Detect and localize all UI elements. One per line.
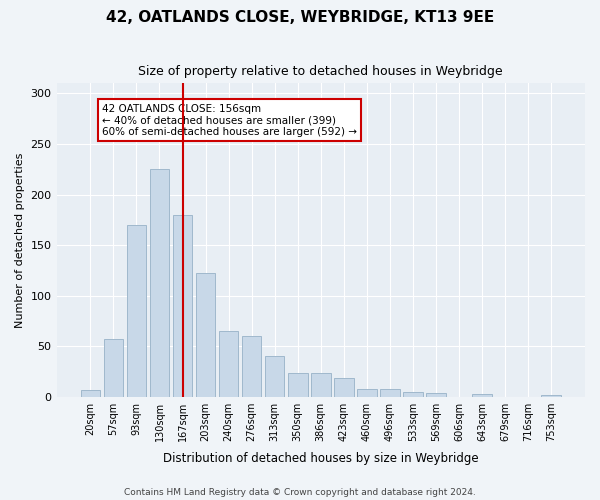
Text: 42 OATLANDS CLOSE: 156sqm
← 40% of detached houses are smaller (399)
60% of semi: 42 OATLANDS CLOSE: 156sqm ← 40% of detac… — [102, 104, 357, 136]
Text: Contains HM Land Registry data © Crown copyright and database right 2024.: Contains HM Land Registry data © Crown c… — [124, 488, 476, 497]
X-axis label: Distribution of detached houses by size in Weybridge: Distribution of detached houses by size … — [163, 452, 479, 465]
Bar — [541, 394, 561, 396]
Bar — [357, 388, 377, 396]
Bar — [311, 374, 331, 396]
Bar — [265, 356, 284, 397]
Bar — [80, 390, 100, 396]
Bar — [196, 274, 215, 396]
Bar — [149, 169, 169, 396]
Title: Size of property relative to detached houses in Weybridge: Size of property relative to detached ho… — [139, 65, 503, 78]
Bar — [219, 331, 238, 396]
Bar — [242, 336, 262, 396]
Bar — [104, 339, 123, 396]
Text: 42, OATLANDS CLOSE, WEYBRIDGE, KT13 9EE: 42, OATLANDS CLOSE, WEYBRIDGE, KT13 9EE — [106, 10, 494, 25]
Bar — [403, 392, 423, 396]
Bar — [426, 392, 446, 396]
Bar — [288, 374, 308, 396]
Y-axis label: Number of detached properties: Number of detached properties — [15, 152, 25, 328]
Bar — [380, 388, 400, 396]
Bar — [173, 214, 193, 396]
Bar — [127, 225, 146, 396]
Bar — [472, 394, 492, 396]
Bar — [334, 378, 353, 396]
